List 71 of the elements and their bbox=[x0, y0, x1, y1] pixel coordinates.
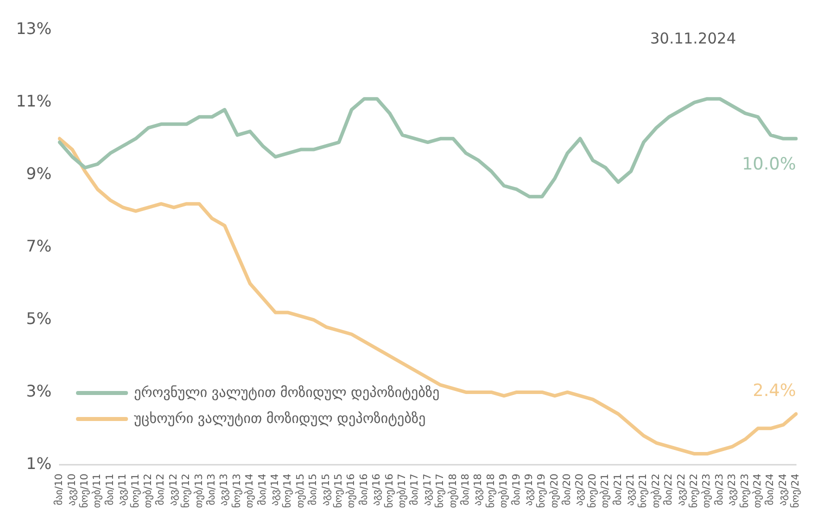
x-tick-label: აგვ/21 bbox=[626, 474, 637, 506]
x-tick-label: მაი/24 bbox=[764, 474, 776, 506]
data-label: 2.4% bbox=[752, 380, 796, 401]
x-tick-label: თებ/20 bbox=[548, 474, 560, 508]
x-tick-label: აგვ/15 bbox=[320, 474, 332, 506]
x-tick-label: მაი/12 bbox=[154, 474, 167, 506]
x-tick-label: მაი/21 bbox=[612, 474, 624, 506]
x-tick-label: მაი/15 bbox=[307, 474, 320, 506]
y-tick-label: 3% bbox=[26, 381, 52, 400]
x-tick-label: მაი/18 bbox=[459, 474, 472, 506]
x-tick-label: ნოე/17 bbox=[434, 474, 446, 508]
data-label: 10.0% bbox=[742, 154, 796, 175]
x-tick-label: აგვ/22 bbox=[676, 474, 688, 506]
x-tick-label: თებ/23 bbox=[700, 474, 713, 508]
x-tick-label: თებ/19 bbox=[498, 474, 510, 508]
x-tick-label: აგვ/19 bbox=[524, 474, 535, 506]
x-tick-label: ნოე/23 bbox=[738, 474, 751, 508]
y-tick-label: 1% bbox=[26, 454, 52, 473]
y-tick-label: 9% bbox=[26, 164, 52, 184]
x-tick-label: ნოე/15 bbox=[332, 474, 344, 508]
x-tick-label: ნოე/18 bbox=[484, 474, 497, 508]
x-tick-label: ნოე/11 bbox=[129, 474, 142, 508]
x-tick-label: მაი/19 bbox=[510, 474, 522, 506]
x-tick-label: აგვ/13 bbox=[219, 474, 230, 506]
x-tick-label: მაი/11 bbox=[104, 474, 116, 506]
annotation: 30.11.2024 bbox=[650, 29, 736, 48]
x-tick-label: აგვ/14 bbox=[270, 474, 282, 506]
x-tick-label: თებ/21 bbox=[599, 474, 612, 508]
x-tick-label: მაი/23 bbox=[713, 474, 726, 506]
x-tick-label: მაი/22 bbox=[662, 474, 675, 506]
x-tick-label: აგვ/12 bbox=[168, 474, 180, 506]
x-tick-label: თებ/14 bbox=[244, 474, 256, 508]
x-tick-label: ნოე/24 bbox=[790, 474, 802, 508]
x-tick-label: აგვ/18 bbox=[473, 474, 484, 506]
x-tick-label: ნოე/21 bbox=[637, 474, 650, 508]
x-tick-label: თებ/15 bbox=[294, 474, 306, 508]
x-tick-label: თებ/16 bbox=[345, 474, 358, 508]
x-tick-label: ნოე/20 bbox=[586, 474, 598, 508]
x-tick-label: თებ/17 bbox=[396, 474, 408, 508]
x-tick-label: თებ/18 bbox=[446, 474, 459, 508]
y-tick-label: 11% bbox=[16, 92, 52, 111]
y-tick-label: 13% bbox=[16, 19, 52, 38]
x-tick-label: თებ/22 bbox=[650, 474, 662, 508]
x-tick-label: აგვ/10 bbox=[66, 474, 78, 506]
x-tick-label: ნოე/13 bbox=[230, 474, 243, 508]
x-tick-label: აგვ/24 bbox=[778, 474, 789, 506]
x-tick-label: მაი/17 bbox=[408, 474, 421, 506]
x-tick-label: მაი/10 bbox=[53, 474, 66, 506]
x-tick-label: ნოე/22 bbox=[688, 474, 700, 508]
x-tick-label: აგვ/11 bbox=[118, 474, 129, 506]
x-tick-label: თებ/24 bbox=[752, 474, 764, 508]
legend-label: უცხოური ვალუტით მოზიდულ დეპოზიტებზე bbox=[134, 411, 426, 427]
legend-label: ეროვნული ვალუტით მოზიდულ დეპოზიტებზე bbox=[134, 385, 440, 401]
x-tick-label: თებ/11 bbox=[91, 474, 104, 508]
x-tick-label: აგვ/20 bbox=[574, 474, 586, 506]
x-tick-label: აგვ/17 bbox=[422, 474, 434, 506]
x-tick-label: თებ/12 bbox=[142, 474, 154, 508]
x-tick-label: მაი/14 bbox=[256, 474, 268, 506]
x-tick-label: ნოე/10 bbox=[78, 474, 91, 508]
y-tick-label: 5% bbox=[26, 308, 52, 328]
x-tick-label: ნოე/19 bbox=[536, 474, 548, 508]
x-tick-label: მაი/16 bbox=[358, 474, 370, 506]
x-tick-label: აგვ/23 bbox=[727, 474, 738, 506]
x-tick-label: ნოე/16 bbox=[383, 474, 396, 508]
y-tick-label: 7% bbox=[26, 236, 52, 256]
x-tick-label: ნოე/14 bbox=[282, 474, 294, 508]
x-tick-label: ნოე/12 bbox=[180, 474, 192, 508]
x-tick-label: თებ/13 bbox=[192, 474, 205, 508]
x-tick-label: მაი/20 bbox=[561, 474, 574, 506]
x-tick-label: აგვ/16 bbox=[372, 474, 383, 506]
x-tick-label: მაი/13 bbox=[206, 474, 218, 506]
